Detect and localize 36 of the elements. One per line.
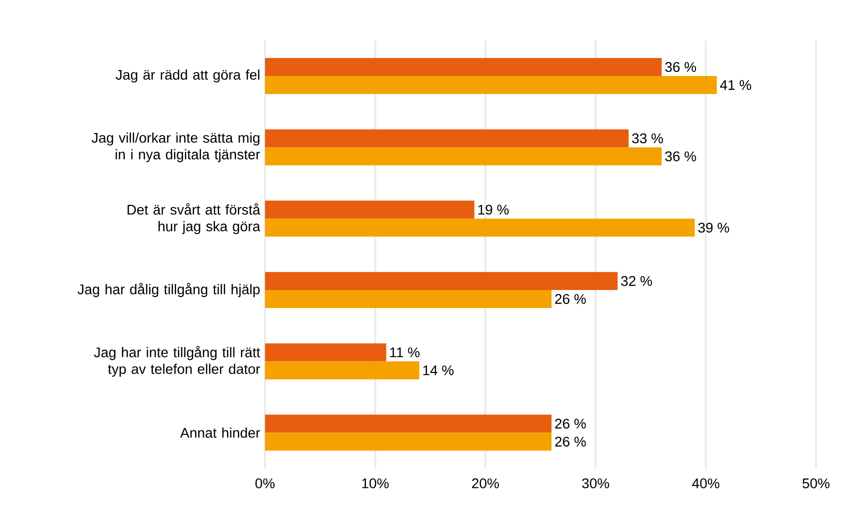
data-label: 36 % — [665, 62, 696, 72]
y-tick-label: Jag har dålig tillgång till hjälp — [78, 282, 260, 298]
data-label: 19 % — [478, 204, 509, 215]
bar — [265, 414, 552, 433]
data-label: 39 % — [698, 222, 730, 233]
x-tick-label: 30% — [582, 478, 610, 488]
bar — [265, 147, 662, 166]
bar — [265, 76, 717, 94]
bar — [265, 432, 552, 451]
x-tick-label: 40% — [692, 478, 720, 488]
x-tick-label: 10% — [362, 478, 389, 488]
bar — [265, 129, 629, 148]
y-tick-label: Jag har inte tillgång till rätt typ av telefon eller dator — [94, 346, 260, 377]
data-label: 14 % — [423, 365, 454, 376]
y-tick-label: Det är svårt att förstå hur jag ska göra — [128, 203, 260, 234]
data-label: 11 % — [390, 347, 420, 358]
x-tick-label: 50% — [802, 478, 830, 488]
bar — [265, 361, 420, 380]
data-label: 36 % — [665, 151, 696, 162]
bar — [265, 200, 474, 219]
x-tick-label: 20% — [472, 478, 499, 488]
y-tick-label: Annat hinder — [180, 428, 260, 438]
bar — [265, 218, 695, 237]
bar — [265, 58, 662, 76]
bar — [265, 290, 552, 308]
bar — [265, 272, 618, 290]
data-label: 26 % — [555, 418, 586, 429]
y-tick-label: Jag är rädd att göra fel — [116, 69, 260, 83]
y-tick-label: Jag vill/orkar inte sätta mig in i nya digitala tjänster — [92, 132, 260, 162]
data-label: 26 % — [555, 294, 586, 304]
data-label: 33 % — [632, 133, 663, 144]
data-label: 26 % — [555, 436, 586, 447]
bar — [265, 343, 386, 362]
data-label: 41 % — [720, 80, 752, 90]
x-tick-label: 0% — [255, 478, 275, 488]
data-label: 32 % — [621, 276, 652, 286]
